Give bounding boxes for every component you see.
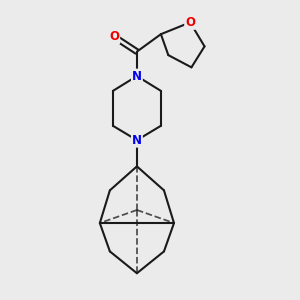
Text: O: O	[185, 16, 195, 29]
Text: N: N	[132, 134, 142, 147]
Text: N: N	[132, 70, 142, 83]
Text: O: O	[109, 30, 119, 43]
